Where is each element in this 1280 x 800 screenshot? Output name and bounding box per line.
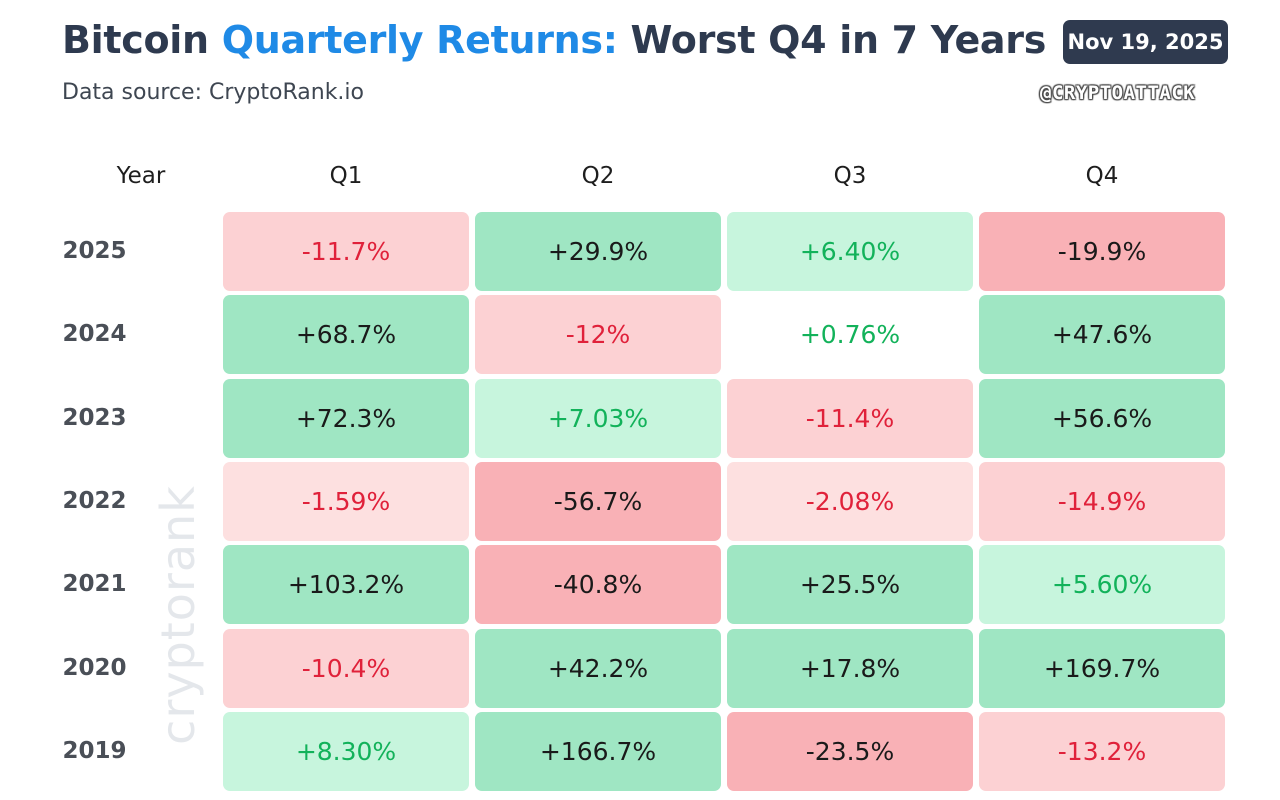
year-label-2020: 2020 xyxy=(62,654,127,681)
return-cell-2025-q2: +29.9% xyxy=(475,212,721,291)
data-source: Data source: CryptoRank.io xyxy=(62,80,364,105)
return-cell-2020-q4: +169.7% xyxy=(979,628,1225,708)
return-cell-2020-q2: +42.2% xyxy=(475,628,721,708)
return-cell-2021-q1: +103.2% xyxy=(223,545,469,625)
year-label-2021: 2021 xyxy=(62,571,127,598)
return-cell-2022-q1: -1.59% xyxy=(223,461,469,541)
return-cell-2021-q3: +25.5% xyxy=(727,545,973,625)
column-header-q3: Q3 xyxy=(833,163,867,189)
return-cell-2019-q1: +8.30% xyxy=(223,711,469,791)
return-cell-2023-q4: +56.6% xyxy=(979,378,1225,458)
social-handle: @CRYPTOATTACK xyxy=(1040,82,1196,104)
return-cell-2023-q3: -11.4% xyxy=(727,378,973,458)
year-label-2019: 2019 xyxy=(62,737,127,764)
return-cell-2022-q4: -14.9% xyxy=(979,461,1225,541)
page-title: Bitcoin Quarterly Returns: Worst Q4 in 7… xyxy=(62,18,1046,62)
year-label-2022: 2022 xyxy=(62,487,127,514)
title-part2: Worst Q4 in 7 Years xyxy=(617,18,1047,62)
year-label-2025: 2025 xyxy=(62,238,127,264)
return-cell-2022-q3: -2.08% xyxy=(727,461,973,541)
title-part1: Bitcoin xyxy=(62,18,222,62)
return-cell-2021-q2: -40.8% xyxy=(475,545,721,625)
return-cell-2019-q2: +166.7% xyxy=(475,711,721,791)
return-cell-2020-q3: +17.8% xyxy=(727,628,973,708)
return-cell-2025-q3: +6.40% xyxy=(727,212,973,291)
return-cell-2023-q1: +72.3% xyxy=(223,378,469,458)
cryptorank-watermark: cryptorank xyxy=(151,485,205,745)
date-badge: Nov 19, 2025 xyxy=(1063,20,1228,64)
return-cell-2025-q1: -11.7% xyxy=(223,212,469,291)
return-cell-2020-q1: -10.4% xyxy=(223,628,469,708)
return-cell-2023-q2: +7.03% xyxy=(475,378,721,458)
column-header-q4: Q4 xyxy=(1085,163,1119,189)
year-label-2024: 2024 xyxy=(62,321,127,348)
return-cell-2019-q4: -13.2% xyxy=(979,711,1225,791)
year-column-header: Year xyxy=(116,163,166,189)
return-cell-2022-q2: -56.7% xyxy=(475,461,721,541)
return-cell-2025-q4: -19.9% xyxy=(979,212,1225,291)
column-header-q1: Q1 xyxy=(329,163,363,189)
return-cell-2024-q4: +47.6% xyxy=(979,295,1225,375)
return-cell-2024-q1: +68.7% xyxy=(223,295,469,375)
column-header-q2: Q2 xyxy=(581,163,615,189)
year-label-2023: 2023 xyxy=(62,404,127,431)
return-cell-2024-q2: -12% xyxy=(475,295,721,375)
return-cell-2019-q3: -23.5% xyxy=(727,711,973,791)
return-cell-2021-q4: +5.60% xyxy=(979,545,1225,625)
return-cell-2024-q3: +0.76% xyxy=(799,320,901,350)
title-accent: Quarterly Returns: xyxy=(221,18,618,62)
